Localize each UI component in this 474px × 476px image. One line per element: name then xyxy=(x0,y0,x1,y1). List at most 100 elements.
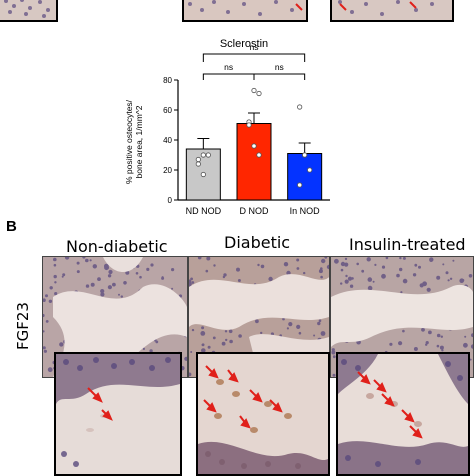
cell-nucleus xyxy=(400,291,402,293)
inset-non-diabetic xyxy=(54,352,182,476)
cell-nucleus xyxy=(91,283,95,287)
data-point xyxy=(247,123,251,127)
cell-nucleus xyxy=(108,270,112,274)
cell-nucleus xyxy=(225,330,227,332)
cell-nucleus xyxy=(399,257,401,259)
cell-nucleus xyxy=(200,331,205,336)
cell-nucleus xyxy=(288,322,292,326)
chart-title: Sclerostin xyxy=(220,38,268,50)
y-tick-label: 40 xyxy=(163,136,172,145)
cell-nucleus xyxy=(121,295,123,297)
data-point xyxy=(196,157,200,161)
x-tick-label: In NOD xyxy=(290,206,321,216)
cell-nucleus xyxy=(48,367,53,372)
data-point xyxy=(206,153,210,157)
cell-nucleus xyxy=(112,283,116,287)
data-point xyxy=(201,172,205,176)
cell-nucleus xyxy=(462,279,465,282)
y-axis-label: % positive osteocytes/ xyxy=(124,99,134,184)
cell-nucleus xyxy=(429,259,432,262)
cell-nucleus xyxy=(90,259,92,261)
cell-nucleus xyxy=(464,336,466,338)
column-title-diabetic: Diabetic xyxy=(224,233,290,252)
significance-bracket xyxy=(203,74,254,80)
cell-nucleus xyxy=(367,257,371,261)
cell-nucleus xyxy=(422,281,427,286)
column-title-insulin-treated: Insulin-treated xyxy=(349,235,466,254)
cell-nucleus xyxy=(321,259,325,263)
cell-nucleus xyxy=(448,279,450,281)
cell-nucleus xyxy=(268,277,272,281)
cell-nucleus xyxy=(437,334,441,338)
cell-nucleus xyxy=(54,264,57,267)
panel-letter-b: B xyxy=(6,218,17,235)
cell-nucleus xyxy=(49,300,52,303)
cell-nucleus xyxy=(437,345,440,348)
cell-nucleus xyxy=(296,259,299,262)
cell-nucleus xyxy=(398,341,402,345)
cell-nucleus xyxy=(389,343,392,346)
cell-nucleus xyxy=(257,264,259,266)
cell-nucleus xyxy=(345,280,349,284)
cell-nucleus xyxy=(223,273,226,276)
cell-nucleus xyxy=(428,331,432,335)
significance-label: ns xyxy=(250,42,259,52)
cell-nucleus xyxy=(319,319,322,322)
data-point xyxy=(297,105,301,109)
cell-nucleus xyxy=(356,263,359,266)
cell-nucleus xyxy=(229,340,233,344)
significance-bracket xyxy=(254,74,305,80)
significance-label: ns xyxy=(275,62,284,72)
cell-nucleus xyxy=(341,269,344,272)
cell-nucleus xyxy=(139,276,142,279)
cell-nucleus xyxy=(319,269,323,273)
row-label-fgf23: FGF23 xyxy=(14,302,32,350)
cell-nucleus xyxy=(340,282,342,284)
cell-nucleus xyxy=(238,334,242,338)
cell-nucleus xyxy=(97,277,101,281)
cell-nucleus xyxy=(208,346,211,349)
cell-nucleus xyxy=(146,268,149,271)
x-tick-label: D NOD xyxy=(240,206,270,216)
cell-nucleus xyxy=(403,257,406,260)
cell-nucleus xyxy=(255,319,259,323)
cell-nucleus xyxy=(150,263,153,266)
cell-nucleus xyxy=(381,274,386,279)
cell-nucleus xyxy=(403,279,408,284)
cell-nucleus xyxy=(77,270,80,273)
cell-nucleus xyxy=(44,350,47,353)
significance-bracket xyxy=(203,54,304,62)
cell-nucleus xyxy=(171,268,174,271)
cell-nucleus xyxy=(46,320,49,323)
y-tick-label: 60 xyxy=(163,106,172,115)
cell-nucleus xyxy=(171,288,173,290)
data-point xyxy=(307,168,311,172)
cell-nucleus xyxy=(299,332,302,335)
cell-nucleus xyxy=(440,346,444,350)
cell-nucleus xyxy=(368,277,373,282)
cell-nucleus xyxy=(345,275,347,277)
data-point xyxy=(252,88,256,92)
cell-nucleus xyxy=(238,279,241,282)
cell-nucleus xyxy=(334,259,339,264)
cell-nucleus xyxy=(118,294,120,296)
cell-nucleus xyxy=(345,258,347,260)
cell-nucleus xyxy=(374,264,376,266)
cell-nucleus xyxy=(368,286,373,291)
cell-nucleus xyxy=(260,332,262,334)
cell-nucleus xyxy=(261,265,265,269)
data-point xyxy=(201,153,205,157)
cell-nucleus xyxy=(469,274,473,278)
cell-nucleus xyxy=(45,294,48,297)
cell-nucleus xyxy=(93,264,97,268)
cell-nucleus xyxy=(402,330,405,333)
cell-nucleus xyxy=(86,284,89,287)
cell-nucleus xyxy=(213,264,215,266)
cell-nucleus xyxy=(284,262,288,266)
top-micrograph-1 xyxy=(0,0,58,22)
cell-nucleus xyxy=(85,259,89,263)
cell-nucleus xyxy=(190,351,192,353)
y-axis-label: bone area, 1/mm^2 xyxy=(134,105,144,178)
cell-nucleus xyxy=(100,292,104,296)
cell-nucleus xyxy=(50,286,53,289)
